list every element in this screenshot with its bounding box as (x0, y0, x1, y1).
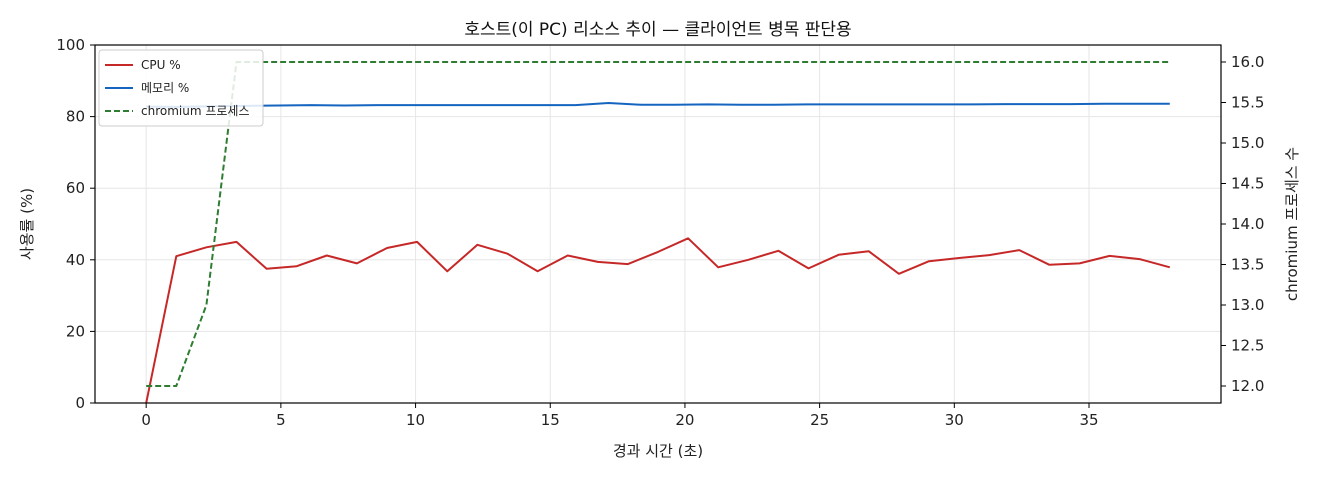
legend: CPU % 메모리 % chromium 프로세스 (98, 49, 264, 127)
y-tick-label: 40 (66, 251, 85, 269)
series-line-2 (146, 61, 1170, 387)
y2-axis-label: chromium 프로세스 수 (1283, 147, 1301, 301)
x-tick-label: 5 (276, 411, 286, 429)
y-tick-label: 100 (56, 36, 85, 54)
plot-frame (94, 44, 1222, 404)
y2-tick-label: 12.0 (1231, 377, 1264, 395)
y2-tick-label: 16.0 (1231, 53, 1264, 71)
x-axis-label: 경과 시간 (초) (613, 442, 703, 460)
series-line-0 (145, 237, 1171, 403)
x-tick-label: 10 (406, 411, 425, 429)
x-tick-label: 35 (1079, 411, 1098, 429)
legend-label: chromium 프로세스 (141, 104, 250, 118)
x-tick-label: 15 (541, 411, 560, 429)
legend-label: 메모리 % (141, 81, 189, 95)
y-tick-label: 0 (75, 394, 85, 412)
y2-tick-label: 14.0 (1231, 215, 1264, 233)
x-tick-label: 30 (945, 411, 964, 429)
y-tick-label: 80 (66, 108, 85, 126)
y2-tick-label: 14.5 (1231, 175, 1264, 193)
legend-label: CPU % (141, 58, 181, 72)
y-tick-label: 60 (66, 179, 85, 197)
legend-box (98, 49, 264, 127)
chart-title: 호스트(이 PC) 리소스 추이 — 클라이언트 병목 판단용 (464, 20, 851, 40)
x-tick-label: 0 (141, 411, 151, 429)
y2-tick-label: 12.5 (1231, 336, 1264, 354)
y-axis-label: 사용률 (%) (18, 188, 36, 260)
y2-tick-label: 13.5 (1231, 255, 1264, 273)
y2-tick-label: 15.5 (1231, 94, 1264, 112)
y-tick-label: 20 (66, 322, 85, 340)
y2-tick-label: 13.0 (1231, 296, 1264, 314)
x-tick-label: 25 (810, 411, 829, 429)
series-line-1 (146, 102, 1170, 108)
series-layer (145, 61, 1171, 403)
y2-tick-label: 15.0 (1231, 134, 1264, 152)
grid-layer (95, 44, 1221, 404)
ticks-layer: 0 5 10 15 20 25 30 35 0 20 40 60 80 100 12.0 12.5 13.0 13… (56, 36, 1264, 429)
x-tick-label: 20 (675, 411, 694, 429)
